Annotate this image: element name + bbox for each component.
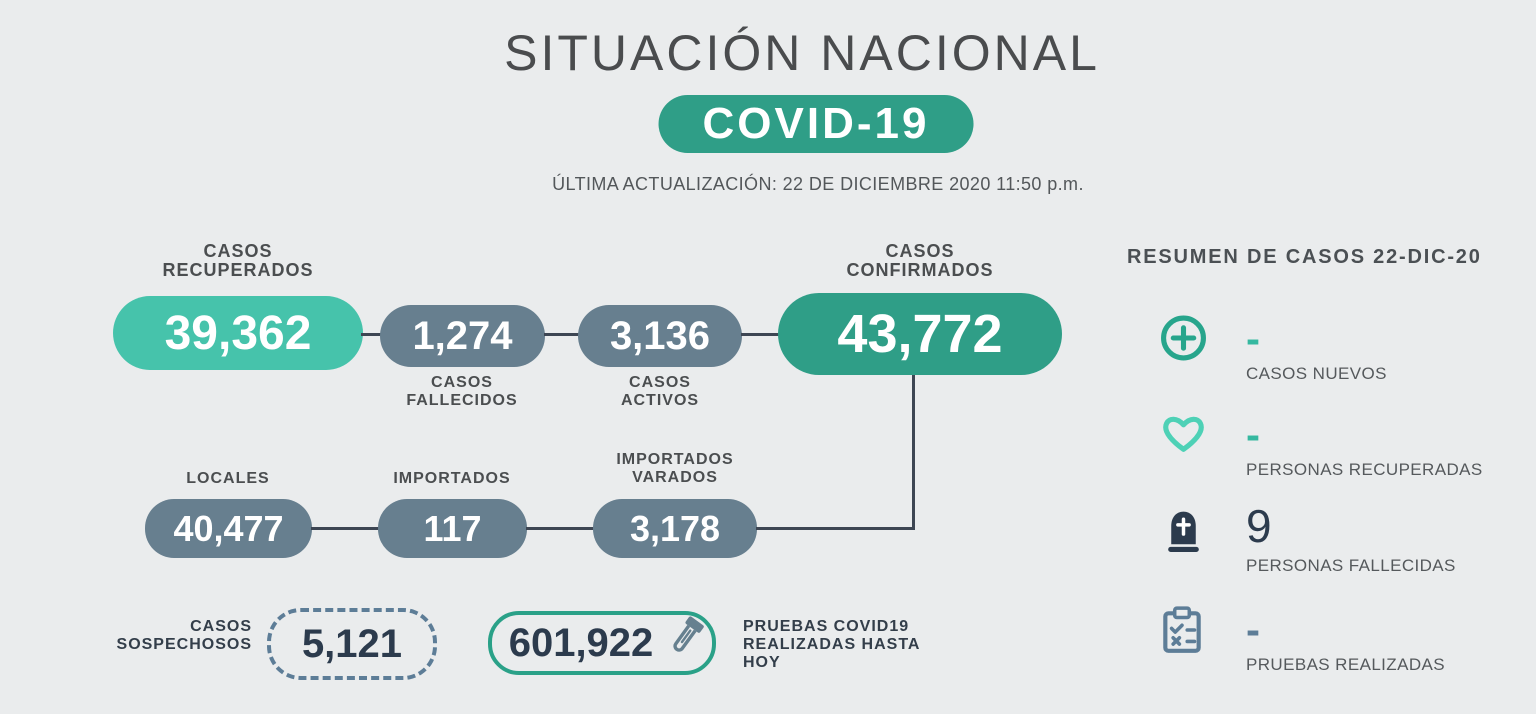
suspected-value-pill: 5,121 bbox=[267, 608, 437, 680]
connector-elbow-horizontal bbox=[756, 527, 915, 530]
summary-item-tests: - PRUEBAS REALIZADAS bbox=[1160, 597, 1520, 677]
imported-label: IMPORTADOS bbox=[393, 470, 511, 487]
last-update-text: ÚLTIMA ACTUALIZACIÓN: 22 DE DICIEMBRE 20… bbox=[552, 174, 1084, 194]
confirmed-label: CASOS CONFIRMADOS bbox=[846, 241, 994, 280]
clipboard-icon bbox=[1160, 605, 1207, 653]
active-label: CASOS ACTIVOS bbox=[620, 374, 700, 409]
summary-item-new-cases: - CASOS NUEVOS bbox=[1160, 306, 1520, 386]
local-label: LOCALES bbox=[186, 470, 270, 487]
recovered-persons-value: - bbox=[1246, 411, 1260, 458]
deceased-persons-value: 9 bbox=[1246, 500, 1272, 552]
connector-line bbox=[311, 527, 379, 530]
tests-label: PRUEBAS COVID19 REALIZADAS HASTA HOY bbox=[743, 618, 920, 671]
test-tube-icon bbox=[656, 613, 709, 672]
recovered-value-pill: 39,362 bbox=[113, 296, 363, 370]
active-value-pill: 3,136 bbox=[578, 305, 742, 367]
covid19-badge: COVID-19 bbox=[658, 95, 974, 153]
page-title: SITUACIÓN NACIONAL bbox=[504, 25, 1100, 81]
tests-value-pill: 601,922 bbox=[488, 611, 716, 675]
imported-stranded-value-pill: 3,178 bbox=[593, 499, 757, 558]
heart-icon bbox=[1160, 410, 1207, 458]
imported-value-pill: 117 bbox=[378, 499, 527, 558]
tests-value: 601,922 bbox=[508, 620, 654, 665]
connector-line bbox=[544, 333, 580, 336]
deceased-label: CASOS FALLECIDOS bbox=[406, 374, 518, 409]
recovered-label: CASOS RECUPERADOS bbox=[162, 241, 314, 280]
summary-title: RESUMEN DE CASOS 22-DIC-20 bbox=[1127, 246, 1482, 268]
connector-line bbox=[361, 333, 382, 336]
local-value-pill: 40,477 bbox=[145, 499, 312, 558]
suspected-label: CASOS SOSPECHOSOS bbox=[116, 618, 252, 653]
connector-line bbox=[526, 527, 594, 530]
deceased-persons-label: PERSONAS FALLECIDAS bbox=[1246, 556, 1456, 575]
tombstone-icon bbox=[1160, 506, 1207, 554]
deceased-value-pill: 1,274 bbox=[380, 305, 545, 367]
summary-item-recovered: - PERSONAS RECUPERADAS bbox=[1160, 402, 1520, 482]
tests-done-value: - bbox=[1246, 606, 1260, 653]
connector-line bbox=[741, 333, 780, 336]
circle-plus-icon bbox=[1160, 314, 1207, 362]
tests-done-label: PRUEBAS REALIZADAS bbox=[1246, 655, 1445, 674]
imported-stranded-label: IMPORTADOS VARADOS bbox=[616, 451, 734, 486]
new-cases-value: - bbox=[1246, 315, 1260, 362]
confirmed-value-pill: 43,772 bbox=[778, 293, 1062, 375]
summary-item-deceased: 9 PERSONAS FALLECIDAS bbox=[1160, 498, 1520, 578]
recovered-persons-label: PERSONAS RECUPERADAS bbox=[1246, 460, 1483, 479]
connector-elbow-vertical bbox=[912, 375, 915, 530]
new-cases-label: CASOS NUEVOS bbox=[1246, 364, 1387, 383]
